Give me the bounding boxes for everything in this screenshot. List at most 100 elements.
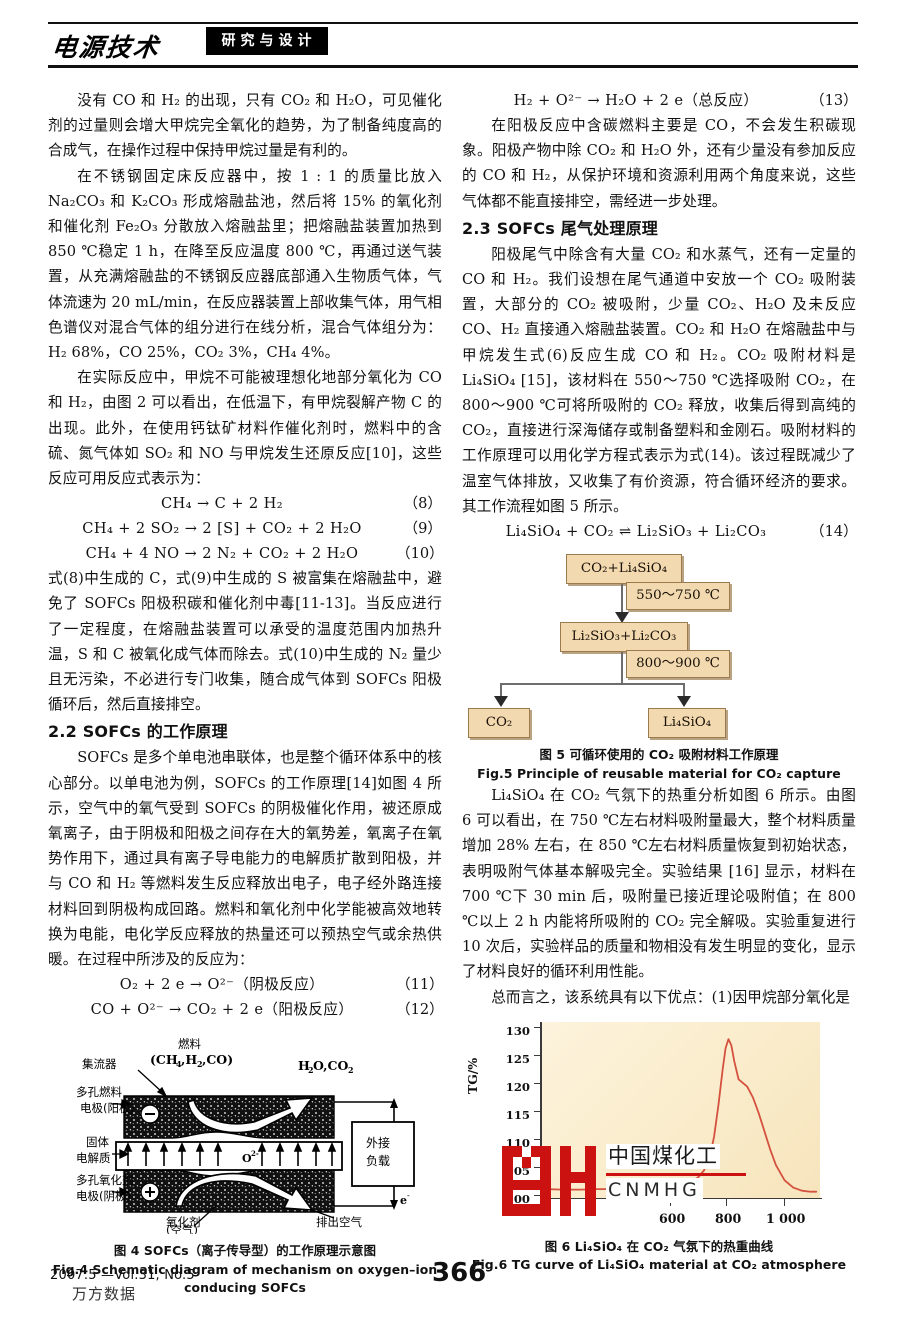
masthead: 电源技术 研究与设计 — [48, 22, 858, 68]
svg-text:集流器: 集流器 — [82, 1057, 117, 1071]
svg-text:氧化剂: 氧化剂 — [166, 1215, 201, 1229]
chart-y-label-115: 115 — [505, 1107, 530, 1122]
svg-text:固体: 固体 — [86, 1135, 109, 1149]
equation-10-number: （10） — [396, 545, 444, 563]
svg-text:H: H — [298, 1058, 310, 1073]
cnmhg-watermark: 中国煤化工 CNMHG — [500, 1142, 760, 1220]
flow-box-input: CO₂+Li₄SiO₄ — [566, 554, 682, 585]
equation-13: H₂ + O²⁻ → H₂O + 2 e（总反应） （13） — [462, 88, 858, 113]
equation-12: CO + O²⁻ → CO₂ + 2 e（阳极反应） （12） — [48, 997, 444, 1022]
equation-9-body: CH₄ + 2 SO₂ → 2 [S] + CO₂ + 2 H₂O — [82, 520, 362, 538]
svg-text:负载: 负载 — [366, 1154, 390, 1168]
chart-x-tick-1000 — [784, 1198, 786, 1206]
chart-y-tick-125 — [534, 1054, 541, 1057]
equation-12-body: CO + O²⁻ → CO₂ + 2 e（阳极反应） — [90, 1001, 354, 1019]
chart-y-tick-115 — [534, 1110, 541, 1113]
svg-text:,H: ,H — [181, 1052, 197, 1067]
cnmhg-watermark-cn: 中国煤化工 — [606, 1143, 720, 1170]
equation-10-body: CH₄ + 4 NO → 2 N₂ + CO₂ + 2 H₂O — [85, 545, 359, 563]
chart-x-label-1000: 1 000 — [766, 1210, 806, 1226]
flow-line-2 — [621, 652, 623, 685]
chart-y-label-125: 125 — [505, 1051, 530, 1066]
section-heading-2-2: 2.2 SOFCs 的工作原理 — [48, 722, 228, 742]
chart-y-label-120: 120 — [505, 1079, 530, 1094]
footer-page-number: 366 — [432, 1258, 487, 1288]
masthead-section-tag: 研究与设计 — [206, 27, 328, 55]
right-paragraph-2: 阳极尾气中除含有大量 CO₂ 和水蒸气，还有一定量的 CO 和 H₂。我们设想在… — [462, 245, 856, 515]
svg-text:(空气): (空气) — [166, 1223, 198, 1234]
figure-4-caption-en-line1: Fig.4 Schematic diagram of mechanism on … — [52, 1261, 438, 1277]
svg-text:2: 2 — [348, 1065, 354, 1075]
figure-6-caption-cn: 图 6 Li₄SiO₄ 在 CO₂ 气氛下的热重曲线 — [544, 1238, 774, 1254]
flow-arrow-left — [494, 696, 508, 708]
figure-6: 130 125 120 115 110 105 100 TG/% 600 800… — [462, 1016, 856, 1238]
svg-text:O: O — [242, 1152, 252, 1165]
chart-y-axis-title: TG/% — [465, 1057, 480, 1094]
equation-8-number: （8） — [403, 495, 442, 513]
equation-10: CH₄ + 4 NO → 2 N₂ + CO₂ + 2 H₂O （10） — [48, 541, 444, 566]
svg-text:(CH: (CH — [150, 1052, 178, 1067]
chart-x-tick-800 — [726, 1198, 728, 1206]
footer-database-watermark: 万方数据 — [72, 1285, 137, 1303]
footer-issue: 2007.5 —Vol.31, No.5 — [50, 1268, 195, 1283]
section-heading-2-3: 2.3 SOFCs 尾气处理原理 — [462, 218, 659, 238]
paragraph-1: 没有 CO 和 H₂ 的出现，只有 CO₂ 和 H₂O，可见催化剂的过量则会增大… — [48, 92, 442, 160]
svg-text:2: 2 — [308, 1065, 314, 1075]
left-column: 没有 CO 和 H₂ 的出现，只有 CO₂ 和 H₂O，可见催化剂的过量则会增大… — [48, 88, 444, 1298]
equation-12-number: （12） — [396, 1001, 444, 1019]
svg-text:2: 2 — [197, 1059, 203, 1069]
equation-9: CH₄ + 2 SO₂ → 2 [S] + CO₂ + 2 H₂O （9） — [48, 516, 442, 541]
svg-text:,CO): ,CO) — [202, 1052, 233, 1067]
flow-box-condition-1: 550～750 ℃ — [626, 582, 730, 611]
flow-line-1 — [621, 584, 623, 621]
figure-4-diagram: O 2- 外接 负载 e - — [76, 1037, 415, 1234]
figure-5: CO₂+Li₄SiO₄ 550～750 ℃ Li₂SiO₃+Li₂CO₃ 800… — [462, 550, 856, 746]
masthead-rule-bottom — [48, 65, 858, 68]
cnmhg-watermark-en: CNMHG — [606, 1177, 703, 1204]
cnmhg-logo-icon — [502, 1145, 596, 1216]
equation-14-number: （14） — [810, 523, 858, 541]
chart-x-label-800: 800 — [715, 1210, 742, 1226]
svg-text:燃料: 燃料 — [178, 1037, 201, 1051]
svg-text:多孔燃料: 多孔燃料 — [76, 1085, 122, 1099]
paragraph-2: 在不锈钢固定床反应器中，按 1 : 1 的质量比放入 Na₂CO₃ 和 K₂CO… — [48, 167, 442, 362]
paragraph-3: 在实际反应中，甲烷不可能被理想化地部分氧化为 CO 和 H₂，由图 2 可以看出… — [48, 369, 442, 488]
flow-line-left-drop — [500, 683, 502, 702]
cnmhg-watermark-underline — [606, 1172, 746, 1176]
right-paragraph-1: 在阳极反应中含碳燃料主要是 CO，不会发生积碳现象。阳极产物中除 CO₂ 和 H… — [462, 117, 856, 210]
chart-y-tick-130 — [534, 1026, 541, 1029]
chart-y-tick-105 — [534, 1166, 541, 1169]
equation-14-body: Li₄SiO₄ + CO₂ ⇌ Li₂SiO₃ + Li₂CO₃ — [505, 523, 767, 541]
equation-13-number: （13） — [810, 92, 858, 109]
flow-line-right-drop — [683, 683, 685, 702]
chart-y-tick-110 — [534, 1138, 541, 1141]
equation-14: Li₄SiO₄ + CO₂ ⇌ Li₂SiO₃ + Li₂CO₃ （14） — [462, 519, 858, 544]
journal-logo: 电源技术 — [50, 33, 162, 62]
svg-text:多孔氧化剂: 多孔氧化剂 — [76, 1173, 134, 1187]
svg-text:-: - — [407, 1191, 410, 1200]
flow-arrow-1 — [615, 612, 629, 624]
masthead-rule-top — [48, 22, 858, 24]
equation-9-number: （9） — [403, 520, 442, 538]
flow-arrow-right — [677, 696, 691, 708]
svg-text:2-: 2- — [251, 1149, 259, 1158]
svg-text:电解质: 电解质 — [76, 1151, 111, 1165]
svg-text:电极(阳极): 电极(阳极) — [80, 1101, 135, 1115]
svg-text:4: 4 — [176, 1059, 182, 1069]
svg-text:电极(阴极): 电极(阴极) — [76, 1189, 131, 1203]
equation-11-number: （11） — [396, 976, 444, 994]
equation-11-body: O₂ + 2 e → O²⁻（阴极反应） — [119, 976, 325, 994]
equation-8-body: CH₄ → C + 2 H₂ — [160, 495, 284, 513]
figure-5-caption-en: Fig.5 Principle of reusable material for… — [477, 765, 841, 781]
chart-x-label-600: 600 — [659, 1210, 686, 1226]
paragraph-5: SOFCs 是多个单电池串联体，也是整个循环体系中的核心部分。以单电池为例，SO… — [48, 749, 442, 969]
figure-4-caption-en-line2: conducing SOFCs — [184, 1280, 306, 1296]
svg-text:O,CO: O,CO — [313, 1058, 348, 1073]
flow-line-split — [500, 683, 685, 685]
equation-8: CH₄ → C + 2 H₂ （8） — [48, 491, 442, 516]
chart-y-label-130: 130 — [505, 1023, 530, 1038]
svg-text:外接: 外接 — [366, 1135, 390, 1150]
chart-y-tick-120 — [534, 1082, 541, 1085]
paragraph-4: 式(8)中生成的 C，式(9)中生成的 S 被富集在熔融盐中，避免了 SOFCs… — [48, 570, 442, 714]
equation-11: O₂ + 2 e → O²⁻（阴极反应） （11） — [48, 972, 444, 997]
